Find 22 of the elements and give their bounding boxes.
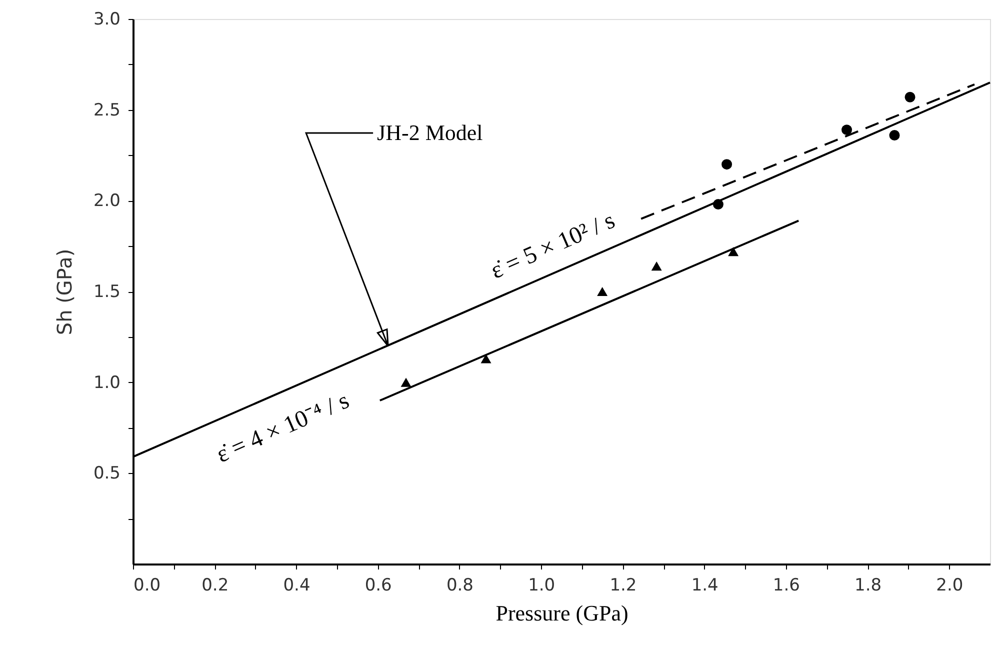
y-tick-label: 2.0 (93, 191, 120, 212)
annotation: ε̇ = 5 × 10² / s (487, 208, 619, 284)
x-tick-label: 1.2 (610, 576, 637, 596)
y-tick-label: 0.5 (93, 464, 120, 484)
x-tick-label: 0.2 (202, 576, 229, 596)
x-tick-label: 2.0 (936, 576, 964, 596)
x-tick-label: 0.4 (283, 576, 310, 596)
x-tick-label: 1.4 (691, 576, 718, 596)
x-axis-title: Pressure (GPa) (496, 600, 628, 626)
x-tick-label: 1.0 (528, 576, 556, 596)
x-tick-label: 0.8 (446, 576, 474, 596)
annotation: ε̇ = 4 × 10⁻⁴ / s (212, 388, 354, 468)
x-tick-label: 0.0 (134, 576, 161, 596)
x-tick-label: 1.8 (854, 576, 882, 596)
annotation: JH-2 Model (377, 120, 483, 145)
x-tick-label: 1.6 (772, 576, 800, 596)
x-tick-label: 0.6 (364, 576, 392, 596)
y-tick-label: 3.0 (93, 10, 120, 30)
y-tick-label: 2.5 (93, 100, 120, 120)
y-axis-title: Sh (GPa) (52, 248, 76, 336)
y-tick-label: 1.5 (93, 282, 120, 302)
y-tick-label: 1.0 (93, 372, 120, 393)
